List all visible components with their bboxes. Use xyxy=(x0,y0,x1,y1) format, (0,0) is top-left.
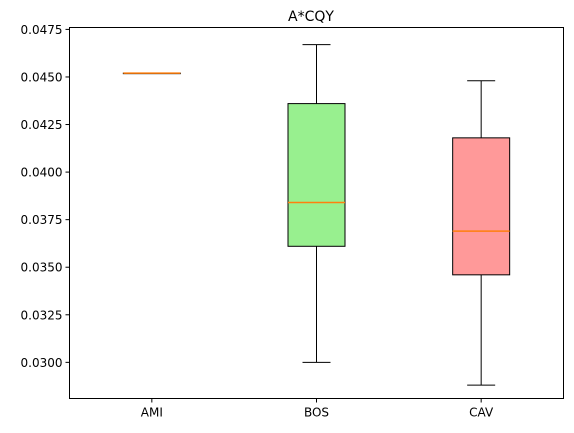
y-tick-label: 0.0400 xyxy=(21,166,63,180)
box-cav xyxy=(452,80,511,386)
box-bos xyxy=(287,44,346,363)
y-tick-label: 0.0325 xyxy=(21,308,63,322)
chart-title: A*CQY xyxy=(288,9,334,25)
y-tick-label: 0.0300 xyxy=(21,356,63,370)
plot-area xyxy=(122,44,511,386)
y-axis: 0.0300 0.0325 0.0350 0.0375 0.0400 0.0425 0.04… xyxy=(21,23,70,370)
y-tick-label: 0.0350 xyxy=(21,261,63,275)
y-tick-label: 0.0450 xyxy=(21,70,63,84)
box-iqr xyxy=(287,103,346,247)
y-tick-label: 0.0425 xyxy=(21,118,63,132)
y-tick-label: 0.0475 xyxy=(21,23,63,37)
x-axis: AMI BOS CAV xyxy=(141,398,494,420)
x-tick-label: AMI xyxy=(141,406,163,420)
axes-frame xyxy=(69,27,564,399)
box-iqr xyxy=(452,137,511,276)
y-tick-label: 0.0375 xyxy=(21,213,63,227)
box-ami xyxy=(122,72,181,75)
x-tick-label: CAV xyxy=(469,406,494,420)
x-tick-label: BOS xyxy=(304,406,329,420)
